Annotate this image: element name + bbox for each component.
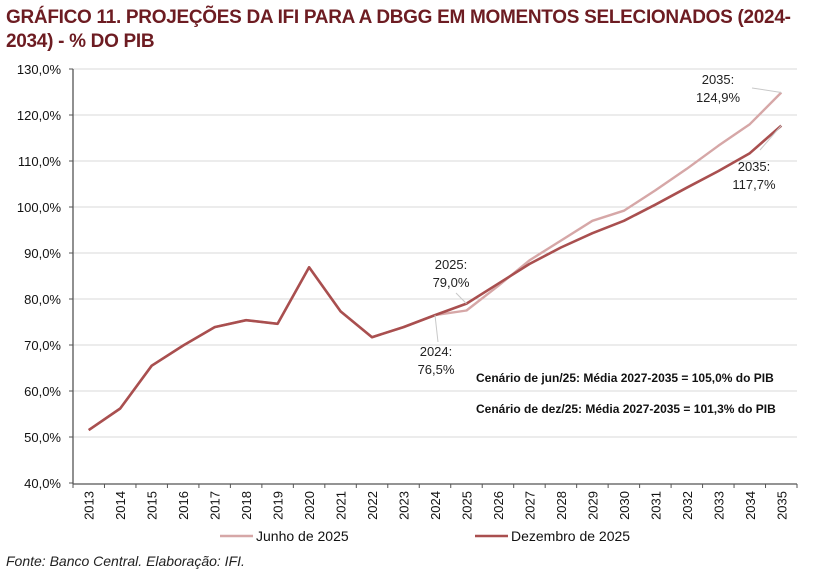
annotation-label: 2035: bbox=[702, 72, 735, 87]
y-tick-label: 120,0% bbox=[17, 108, 62, 123]
x-tick-label: 2034 bbox=[743, 491, 758, 520]
scenario-notes: Cenário de jun/25: Média 2027-2035 = 105… bbox=[476, 371, 776, 416]
note-dezembro: Cenário de dez/25: Média 2027-2035 = 101… bbox=[476, 402, 776, 416]
y-tick-label: 70,0% bbox=[24, 338, 61, 353]
y-tick-label: 110,0% bbox=[18, 154, 62, 169]
annotation-label: 2035: bbox=[738, 159, 771, 174]
annotation-value: 124,9% bbox=[696, 90, 741, 105]
x-tick-label: 2018 bbox=[239, 491, 254, 520]
x-tick-label: 2026 bbox=[491, 491, 506, 520]
annotation-value: 117,7% bbox=[732, 177, 776, 192]
annotation-value: 76,5% bbox=[418, 362, 455, 377]
y-axis: 40,0% 50,0% 60,0% 70,0% 80,0% 90,0% 100,0% 110,… bbox=[17, 62, 74, 491]
annotation-leader bbox=[455, 292, 467, 304]
x-tick-label: 2020 bbox=[302, 491, 317, 520]
y-tick-label: 40,0% bbox=[24, 476, 61, 491]
x-tick-label: 2015 bbox=[145, 491, 160, 520]
x-tick-label: 2027 bbox=[522, 491, 537, 520]
annotation-label: 2024: bbox=[420, 344, 453, 359]
y-tick-label: 100,0% bbox=[17, 200, 62, 215]
source-note: Fonte: Banco Central. Elaboração: IFI. bbox=[6, 553, 245, 569]
x-tick-label: 2029 bbox=[585, 491, 600, 520]
x-tick-label: 2021 bbox=[334, 491, 349, 520]
x-tick-label: 2014 bbox=[113, 491, 128, 520]
x-tick-label: 2031 bbox=[648, 491, 663, 520]
y-tick-label: 130,0% bbox=[17, 62, 62, 77]
y-tick-label: 50,0% bbox=[24, 430, 61, 445]
x-tick-label: 2032 bbox=[680, 491, 695, 520]
x-tick-label: 2028 bbox=[554, 491, 569, 520]
annotation-label: 2025: bbox=[435, 257, 468, 272]
y-tick-label: 60,0% bbox=[24, 384, 61, 399]
annotation-leader bbox=[434, 315, 439, 343]
x-tick-label: 2017 bbox=[208, 491, 223, 520]
x-tick-label: 2013 bbox=[82, 491, 97, 520]
x-tick-label: 2030 bbox=[617, 491, 632, 520]
note-junho: Cenário de jun/25: Média 2027-2035 = 105… bbox=[476, 371, 774, 385]
x-tick-label: 2023 bbox=[397, 491, 412, 520]
x-tick-label: 2019 bbox=[271, 491, 286, 520]
x-tick-label: 2022 bbox=[365, 491, 380, 520]
x-tick-label: 2035 bbox=[774, 491, 789, 520]
x-axis: 2013 2014 2015 2016 2017 2018 2019 2020 2021 2022… bbox=[72, 483, 798, 520]
x-tick-label: 2025 bbox=[459, 491, 474, 520]
annotation-leader bbox=[759, 125, 782, 151]
legend-label: Dezembro de 2025 bbox=[511, 528, 630, 544]
legend: Junho de 2025 Dezembro de 2025 bbox=[220, 528, 630, 544]
x-tick-label: 2024 bbox=[428, 491, 443, 520]
chart-title: GRÁFICO 11. PROJEÇÕES DA IFI PARA A DBGG… bbox=[6, 7, 791, 52]
legend-label: Junho de 2025 bbox=[256, 528, 349, 544]
x-tick-label: 2033 bbox=[711, 491, 726, 520]
x-tick-label: 2016 bbox=[176, 491, 191, 520]
annotations: 2024: 76,5% 2025: 79,0% 2035: 124,9% 2035: 117,… bbox=[418, 72, 782, 377]
y-tick-label: 90,0% bbox=[24, 246, 61, 261]
annotation-leader bbox=[751, 87, 782, 93]
gridlines bbox=[73, 68, 797, 438]
annotation-value: 79,0% bbox=[433, 275, 470, 290]
y-tick-label: 80,0% bbox=[24, 292, 61, 307]
